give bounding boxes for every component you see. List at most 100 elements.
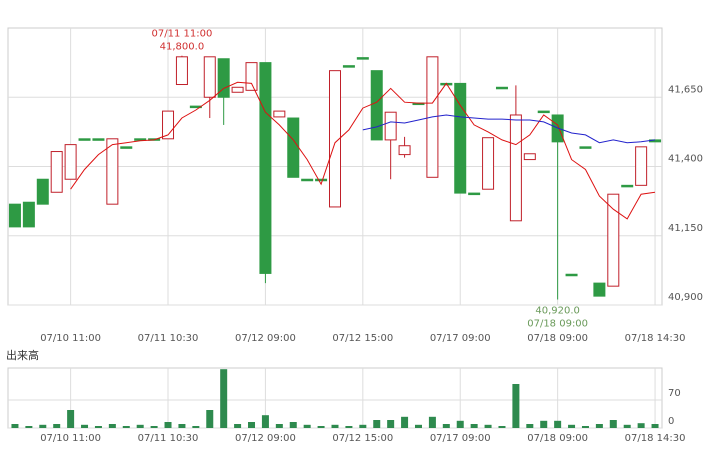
annotation: 40,920.0	[535, 305, 580, 316]
candle-body	[64, 144, 77, 180]
volume-bar	[568, 424, 576, 428]
x-tick-label: 07/12 15:00	[332, 333, 393, 344]
volume-bar	[234, 424, 242, 428]
candle-body	[189, 105, 202, 109]
x-tick-label: 07/18 14:30	[625, 333, 686, 344]
volume-tick-label: 0	[668, 416, 674, 427]
volume-bar	[554, 420, 562, 428]
x-tick-label: 07/11 10:30	[138, 333, 199, 344]
candle-body	[384, 111, 397, 141]
candle-body	[36, 178, 49, 205]
candle-body	[273, 110, 286, 118]
volume-bar	[164, 422, 172, 428]
candle-body	[315, 178, 328, 182]
candle-body	[92, 138, 105, 141]
volume-bar	[11, 424, 19, 428]
candle-body	[607, 193, 620, 287]
y-tick-label: 41,650	[668, 84, 703, 95]
volume-bar	[651, 424, 659, 428]
volume-bar	[81, 424, 89, 428]
annotation: 41,800.0	[160, 42, 205, 53]
x-tick-label: 07/17 09:00	[430, 333, 491, 344]
volume-bar	[331, 424, 339, 428]
volume-bar	[526, 424, 534, 428]
candle-body	[356, 57, 369, 60]
candle-body	[579, 146, 592, 149]
volume-title: 出来高	[6, 348, 39, 362]
volume-bar	[442, 424, 450, 428]
volume-bar	[512, 384, 520, 428]
volume-bar	[178, 424, 186, 428]
volume-frame	[7, 367, 663, 429]
candle-body	[370, 70, 383, 141]
x-tick-label: 07/10 11:00	[40, 433, 101, 444]
volume-tick-label: 70	[668, 388, 681, 399]
candle-body	[565, 273, 578, 277]
volume-bar	[108, 424, 116, 428]
moving-average	[362, 114, 656, 144]
x-tick-label: 07/12 15:00	[332, 433, 393, 444]
volume-bar	[623, 424, 631, 428]
volume-bar	[387, 420, 395, 428]
candle-body	[635, 146, 648, 186]
candle-body	[175, 56, 188, 86]
volume-bar	[303, 424, 311, 428]
candle-body	[8, 203, 21, 228]
volume-bar	[359, 424, 367, 428]
candle-body	[287, 117, 300, 178]
candle-body	[482, 137, 495, 190]
x-tick-label: 07/12 09:00	[235, 433, 296, 444]
volume-bar	[248, 422, 256, 428]
volume-bar	[456, 420, 464, 428]
volume-bar	[261, 415, 269, 428]
candle-body	[78, 138, 91, 141]
volume-bar	[53, 424, 61, 428]
y-tick-label: 40,900	[668, 292, 703, 303]
volume-bar	[540, 420, 548, 428]
candle-body	[523, 153, 536, 161]
x-tick-label: 07/12 09:00	[235, 333, 296, 344]
volume-bar	[414, 424, 422, 428]
x-tick-label: 07/18 09:00	[527, 333, 588, 344]
candle-body	[22, 201, 35, 228]
candle-body	[120, 146, 133, 149]
volume-bar	[498, 426, 506, 428]
volume-bar	[470, 424, 478, 428]
candle-body	[162, 110, 175, 140]
volume-bar	[150, 426, 158, 428]
volume-bar	[122, 426, 130, 428]
x-tick-label: 07/10 11:00	[40, 333, 101, 344]
candle-body	[301, 178, 314, 182]
y-tick-label: 41,400	[668, 154, 703, 165]
candle-body	[259, 62, 272, 274]
candle-body	[468, 192, 481, 196]
volume-bar	[206, 410, 214, 428]
candle-body	[593, 282, 606, 297]
volume-bar	[428, 416, 436, 428]
candle-body	[203, 56, 216, 98]
candle-body	[329, 70, 341, 208]
volume-bar	[401, 416, 409, 428]
volume-bar	[345, 426, 353, 428]
candle-body	[231, 86, 244, 93]
x-tick-label: 07/18 14:30	[625, 433, 686, 444]
volume-bar	[373, 420, 381, 428]
volume-bar	[136, 424, 144, 428]
volume-bar	[637, 423, 645, 428]
volume-bar	[39, 424, 47, 428]
volume-bar	[609, 420, 617, 428]
volume-bar	[275, 424, 283, 428]
volume-bar	[67, 410, 75, 428]
candle-body	[342, 65, 355, 68]
candle-body	[621, 184, 634, 188]
y-tick-label: 41,150	[668, 223, 703, 234]
x-tick-label: 07/11 10:30	[138, 433, 199, 444]
volume-bar	[289, 422, 297, 428]
volume-bar	[220, 369, 228, 428]
candle-body	[106, 138, 119, 205]
candle-body	[245, 62, 258, 91]
x-tick-label: 07/18 09:00	[527, 433, 588, 444]
volume-bar	[94, 426, 102, 428]
volume-bar	[25, 426, 33, 428]
